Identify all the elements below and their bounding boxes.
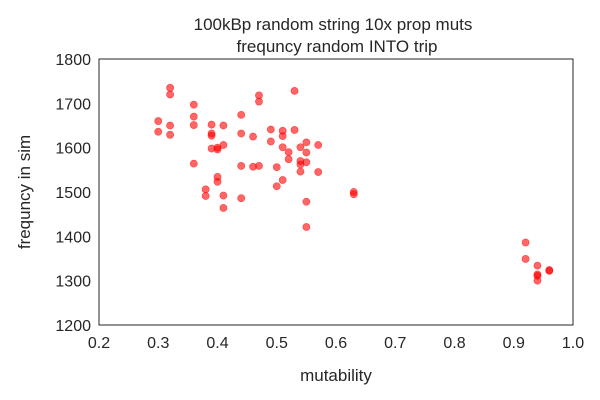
scatter-point	[213, 145, 222, 154]
data-points	[154, 83, 554, 285]
scatter-point	[237, 110, 246, 119]
x-tick-label: 0.7	[384, 335, 406, 352]
scatter-point	[314, 168, 323, 176]
scatter-point	[278, 176, 287, 184]
scatter-point	[219, 121, 228, 130]
chart-title-line-1: 100kBp random string 10x prop muts	[194, 15, 473, 34]
scatter-point	[278, 143, 287, 152]
scatter-point	[284, 148, 293, 156]
scatter-point	[302, 158, 311, 167]
scatter-point	[302, 138, 311, 147]
y-tick-label: 1400	[55, 229, 91, 246]
scatter-point	[272, 163, 281, 172]
x-tick-label: 0.9	[503, 335, 525, 352]
y-tick-label: 1200	[55, 318, 91, 335]
scatter-point	[154, 127, 163, 136]
x-tick-label: 0.8	[443, 335, 465, 352]
scatter-point	[296, 143, 305, 152]
scatter-point	[249, 132, 257, 141]
scatter-point	[302, 148, 311, 157]
chart-title-line-2: frequncy random INTO trip	[237, 37, 438, 56]
y-axis-ticks: 1200 1300 1400 1500 1600 1700 1800	[55, 52, 91, 335]
scatter-point	[166, 130, 174, 139]
y-tick-label: 1300	[55, 274, 91, 291]
scatter-point	[207, 120, 216, 129]
x-tick-label: 0.6	[325, 335, 347, 352]
scatter-point	[521, 255, 530, 263]
scatter-point	[189, 100, 198, 109]
scatter-point	[201, 192, 210, 200]
scatter-point	[219, 191, 228, 200]
scatter-point	[219, 141, 228, 149]
y-tick-label: 1700	[55, 96, 91, 113]
scatter-point	[201, 185, 210, 194]
scatter-point	[302, 223, 311, 231]
scatter-point	[272, 182, 281, 191]
scatter-point	[207, 131, 216, 140]
scatter-point	[266, 125, 275, 134]
y-axis-label: frequncy in sim	[15, 135, 34, 249]
x-tick-label: 0.5	[266, 335, 288, 352]
scatter-point	[166, 83, 174, 92]
scatter-point	[349, 190, 358, 199]
x-tick-label: 1.0	[562, 335, 584, 352]
scatter-point	[189, 159, 198, 168]
scatter-point	[255, 161, 263, 170]
scatter-point	[296, 167, 305, 176]
scatter-point	[166, 121, 174, 130]
scatter-point	[290, 87, 299, 95]
scatter-point	[533, 261, 542, 270]
scatter-point	[278, 132, 287, 141]
scatter-point	[290, 126, 299, 134]
x-axis-label: mutability	[300, 366, 372, 385]
scatter-point	[189, 121, 198, 129]
x-axis-ticks: 0.2 0.3 0.4 0.5 0.6 0.7 0.8 0.9 1.0	[88, 335, 584, 352]
scatter-point	[166, 90, 174, 99]
scatter-point	[266, 137, 275, 146]
scatter-point	[545, 267, 554, 275]
scatter-point	[219, 204, 228, 212]
plot-area-frame	[98, 58, 574, 326]
scatter-point	[237, 194, 246, 203]
scatter-point	[314, 141, 323, 149]
scatter-point	[521, 238, 530, 247]
x-tick-label: 0.3	[147, 335, 169, 352]
x-tick-label: 0.4	[206, 335, 228, 352]
scatter-point	[284, 155, 293, 164]
scatter-point	[533, 276, 542, 285]
scatter-point	[302, 197, 311, 206]
y-tick-label: 1500	[55, 185, 91, 202]
scatter-point	[255, 97, 263, 106]
scatter-point	[189, 112, 198, 121]
scatter-point	[237, 161, 246, 170]
y-tick-label: 1800	[55, 52, 91, 69]
scatter-point	[154, 117, 163, 125]
scatter-point	[213, 177, 222, 186]
x-tick-label: 0.2	[88, 335, 110, 352]
scatter-point	[237, 129, 246, 138]
y-tick-label: 1600	[55, 141, 91, 158]
